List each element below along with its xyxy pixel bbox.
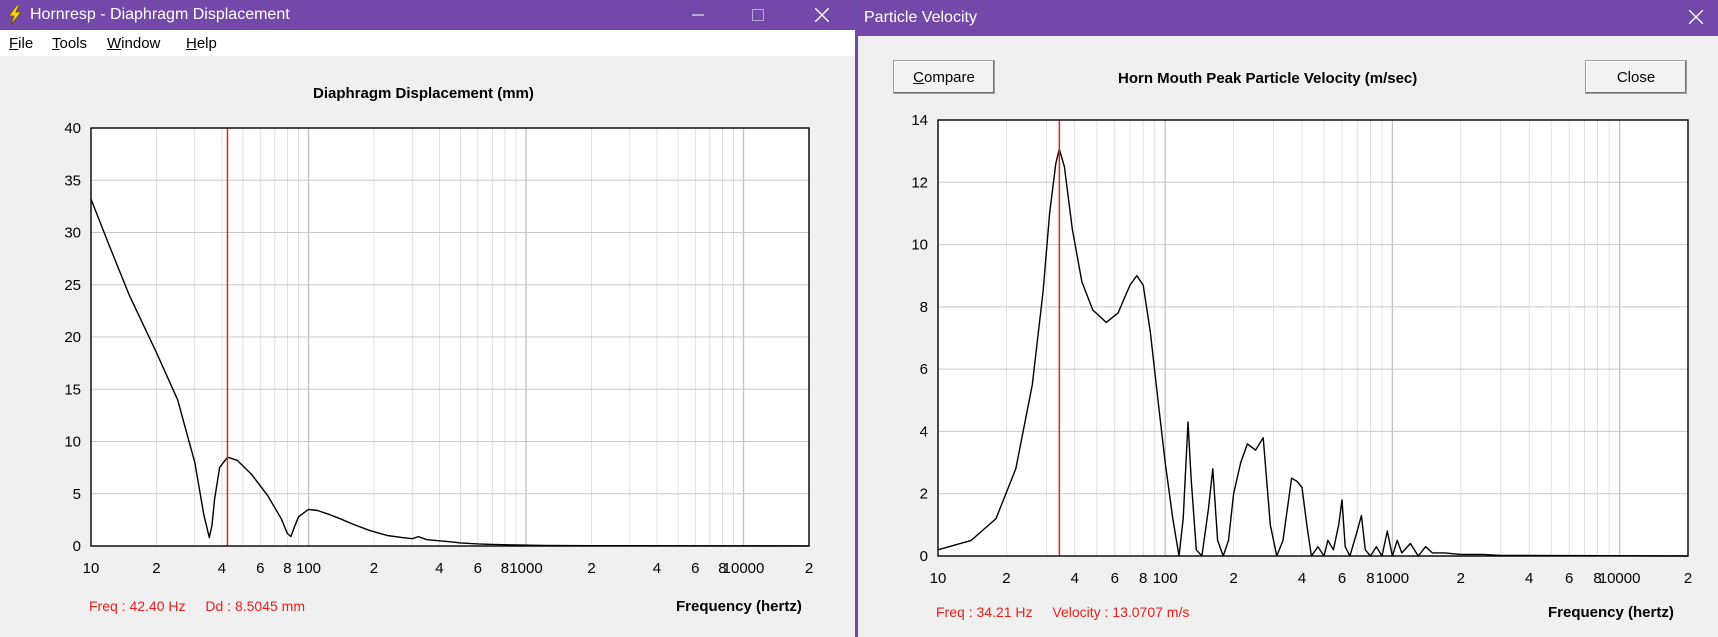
x-tick-label: 8 (283, 560, 291, 577)
x-tick-label: 4 (1071, 570, 1079, 587)
y-tick-label: 5 (73, 486, 81, 503)
y-tick-label: 0 (920, 548, 928, 565)
x-tick-label: 1000 (1376, 570, 1409, 587)
x-tick-label: 2 (1457, 570, 1465, 587)
y-tick-label: 8 (920, 299, 928, 316)
x-tick-label: 4 (653, 560, 661, 577)
x-tick-label: 4 (1525, 570, 1533, 587)
y-tick-label: 15 (64, 381, 81, 398)
velocity-titlebar[interactable]: Particle Velocity (858, 0, 1718, 36)
y-tick-label: 35 (64, 172, 81, 189)
menu-tools[interactable]: Tools (52, 35, 88, 52)
close-window-button[interactable] (1676, 2, 1716, 32)
x-tick-label: 6 (474, 560, 482, 577)
x-tick-label: 8 (1366, 570, 1374, 587)
x-tick-label: 2 (805, 560, 813, 577)
close-icon (815, 8, 829, 22)
x-tick-label: 6 (1565, 570, 1573, 587)
x-tick-label: 4 (1298, 570, 1306, 587)
x-tick-label: 100 (296, 560, 321, 577)
window-title: Particle Velocity (864, 9, 977, 26)
x-tick-label: 10 (930, 570, 947, 587)
x-tick-label: 10000 (1599, 570, 1641, 587)
readout-displacement: Dd : 8.5045 mm (205, 598, 305, 614)
compare-accel: C (913, 68, 924, 86)
x-tick-label: 2 (1229, 570, 1237, 587)
x-tick-label: 8 (1139, 570, 1147, 587)
x-tick-label: 6 (1111, 570, 1119, 587)
compare-rest: ompare (923, 68, 975, 86)
menu-window[interactable]: Window (107, 35, 161, 52)
y-tick-label: 10 (64, 434, 81, 451)
displacement-titlebar[interactable]: Hornresp - Diaphragm Displacement (0, 0, 855, 30)
cursor-readout: Freq : 42.40 Hz Dd : 8.5045 mm (89, 598, 321, 614)
x-tick-label: 6 (1338, 570, 1346, 587)
chart-title: Horn Mouth Peak Particle Velocity (m/sec… (1118, 70, 1418, 87)
y-tick-label: 25 (64, 277, 81, 294)
displacement-window: Hornresp - Diaphragm Displacement File T… (0, 0, 856, 637)
chart-title: Diaphragm Displacement (mm) (313, 85, 534, 102)
maximize-button[interactable] (738, 0, 778, 30)
x-grid (1005, 120, 1621, 556)
x-tick-label: 6 (256, 560, 264, 577)
x-tick-label: 10000 (723, 560, 765, 577)
menu-bar: File Tools Window Help (0, 30, 855, 56)
compare-label: Compare (913, 69, 975, 86)
cursor-readout: Freq : 34.21 Hz Velocity : 13.0707 m/s (936, 604, 1205, 620)
x-tick-label: 4 (218, 560, 226, 577)
x-tick-label: 2 (152, 560, 160, 577)
maximize-icon (752, 9, 764, 21)
series-line (90, 198, 810, 547)
window-title: Hornresp - Diaphragm Displacement (30, 6, 290, 23)
plot-border (937, 119, 1689, 557)
y-tick-label: 40 (64, 120, 81, 137)
close-button[interactable]: Close (1585, 60, 1687, 94)
menu-file[interactable]: File (9, 35, 34, 52)
readout-frequency: Freq : 42.40 Hz (89, 598, 186, 614)
compare-button[interactable]: Compare (893, 60, 995, 94)
x-tick-label: 2 (370, 560, 378, 577)
x-tick-label: 1000 (509, 560, 542, 577)
plot-area (938, 120, 1688, 556)
x-tick-label: 6 (691, 560, 699, 577)
close-window-button[interactable] (802, 0, 842, 30)
x-tick-label: 8 (1593, 570, 1601, 587)
x-tick-label: 2 (1002, 570, 1010, 587)
x-axis-title: Frequency (hertz) (676, 598, 802, 615)
y-tick-label: 30 (64, 225, 81, 242)
x-tick-label: 8 (718, 560, 726, 577)
y-tick-label: 4 (920, 423, 928, 440)
readout-frequency: Freq : 34.21 Hz (936, 604, 1033, 620)
x-tick-label: 8 (501, 560, 509, 577)
minimize-button[interactable] (678, 0, 718, 30)
x-tick-label: 10 (83, 560, 100, 577)
close-icon (1689, 10, 1703, 24)
x-tick-label: 4 (435, 560, 443, 577)
lightning-bolt-icon (8, 5, 22, 25)
menu-help[interactable]: Help (186, 35, 217, 52)
y-tick-label: 20 (64, 329, 81, 346)
y-tick-label: 0 (73, 538, 81, 555)
y-tick-label: 2 (920, 486, 928, 503)
x-axis-title: Frequency (hertz) (1548, 604, 1674, 621)
readout-velocity: Velocity : 13.0707 m/s (1052, 604, 1190, 620)
y-tick-label: 10 (911, 237, 928, 254)
x-tick-label: 100 (1153, 570, 1178, 587)
x-tick-label: 2 (1684, 570, 1692, 587)
plot-border (90, 127, 810, 547)
minimize-icon (692, 14, 704, 16)
velocity-window: Particle Velocity Compare Close Horn Mou… (856, 0, 1718, 637)
y-tick-label: 14 (911, 112, 928, 129)
series-line (937, 148, 1689, 557)
y-tick-label: 12 (911, 174, 928, 191)
x-tick-label: 2 (587, 560, 595, 577)
y-tick-label: 6 (920, 361, 928, 378)
